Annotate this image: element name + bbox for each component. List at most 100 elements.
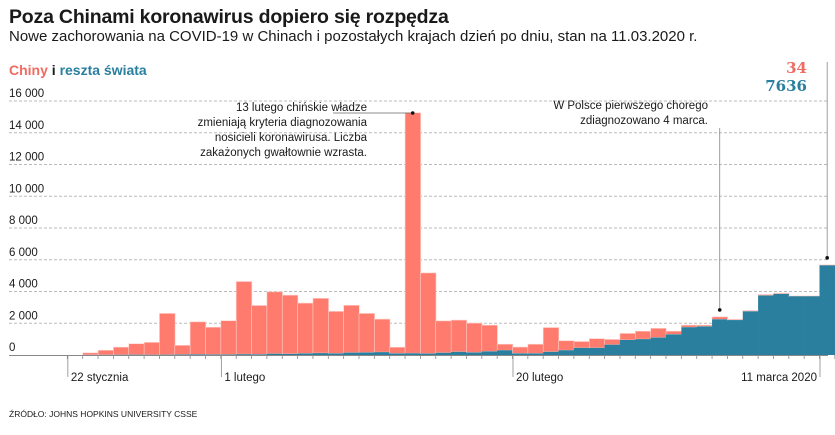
bar-rest-of-world [451,351,467,355]
bar-rest-of-world [742,311,759,355]
x-tick-label: 1 lutego [224,372,265,384]
y-tick-label: 2 000 [9,310,38,322]
y-tick-label: 4 000 [9,279,38,291]
bar-rest-of-world [543,351,559,355]
bar-china [757,294,775,296]
bar-china [527,343,544,354]
bar-china [588,338,606,349]
bar-rest-of-world [282,353,298,355]
chart-subtitle: Nowe zachorowania na COVID-19 w Chinach … [9,28,698,45]
bar-china [420,272,437,354]
bars [82,112,835,356]
bar-china [389,346,406,354]
bar-rest-of-world [497,350,513,355]
bar-rest-of-world [589,347,605,355]
bar-rest-of-world [527,353,544,355]
bar-rest-of-world [635,339,651,355]
y-tick-label: 12 000 [9,152,44,164]
x-tick-label: 20 lutego [516,372,563,384]
bar-rest-of-world [558,350,575,355]
bar-china [435,320,452,354]
bar-china [374,318,391,353]
bar-rest-of-world [727,320,744,355]
bar-rest-of-world [650,337,667,355]
annotation-dot [717,308,722,312]
bar-rest-of-world [435,352,452,355]
bar-china [220,320,237,355]
bar-china [466,322,483,353]
bar-rest-of-world [405,353,421,355]
bar-china [312,298,329,354]
bar-china [343,305,360,353]
bar-china [143,342,161,356]
bar-china [773,292,790,295]
bar-china [113,346,130,356]
bar-rest-of-world [328,353,344,355]
y-axis-ticks: 0 2 000 4 000 6 000 8 000 10 000 12 000 14 000 1… [9,88,44,354]
bar-rest-of-world [788,296,805,355]
x-axis: 22 stycznia 1 lutego 20 lutego 11 marca 202… [9,355,835,384]
bar-rest-of-world [681,327,697,355]
bar-china [604,339,621,345]
annotations: 13 lutego chińskie władze zmieniają kryte… [198,62,829,312]
bar-china [235,281,253,355]
bar-china [696,324,713,327]
bar-rest-of-world [512,353,529,355]
bar-china [481,324,498,352]
bar-china [542,327,560,353]
bar-china [496,343,514,351]
bar-rest-of-world [773,293,790,355]
last-value-rest: 7636 [765,77,807,95]
x-tick-label: 11 marca 2020 [741,372,817,384]
bar-china [404,112,421,354]
source-note: ŹRÓDŁO: JOHNS HOPKINS UNIVERSITY CSSE [9,409,198,419]
bar-rest-of-world [604,344,621,355]
bar-china [512,346,529,354]
bar-china [327,311,345,354]
legend-china: Chiny [9,62,48,78]
bar-rest-of-world [374,352,390,355]
bar-rest-of-world [266,353,283,355]
bar-rest-of-world [712,319,728,355]
bar-china [650,328,667,338]
bar-rest-of-world [466,352,483,355]
bar-rest-of-world [420,353,437,355]
bar-china [297,302,314,354]
bar-china [82,352,99,356]
y-tick-label: 8 000 [9,215,38,227]
bar-rest-of-world [359,352,375,355]
bar-china [97,349,115,356]
bar-china [266,291,283,355]
bar-china [558,340,575,351]
bar-rest-of-world [297,353,314,355]
bar-rest-of-world [758,295,774,355]
bar-rest-of-world [481,351,498,355]
last-value-china: 34 [786,59,807,77]
legend-rest-of-world: reszta świata [59,62,147,78]
bar-china [159,313,176,355]
bar-rest-of-world [573,347,590,355]
bar-china [665,330,682,335]
bar-china [727,318,744,321]
annotation-text: zakażonych gwałtownie wzrasta. [200,147,367,159]
legend: Chiny i reszta świata [9,62,147,78]
bar-china [711,316,728,320]
bar-rest-of-world [251,354,268,355]
bar-rest-of-world [343,352,360,355]
chart-title: Poza Chinami koronawirus dopiero się roz… [9,6,449,28]
x-tick-label: 22 stycznia [71,372,129,384]
bar-china [450,319,468,353]
annotation-text: 13 lutego chińskie władze [236,102,367,114]
y-tick-label: 0 [9,342,15,354]
bar-rest-of-world [389,353,406,355]
bar-china [174,345,191,355]
y-tick-label: 10 000 [9,183,44,195]
annotation-text: zdiagnozowano 4 marca. [580,115,708,127]
bar-china [742,310,759,312]
bar-china [681,324,698,328]
bar-rest-of-world [819,265,835,355]
y-tick-label: 16 000 [9,88,44,100]
bar-rest-of-world [236,354,252,355]
bar-rest-of-world [619,339,636,355]
